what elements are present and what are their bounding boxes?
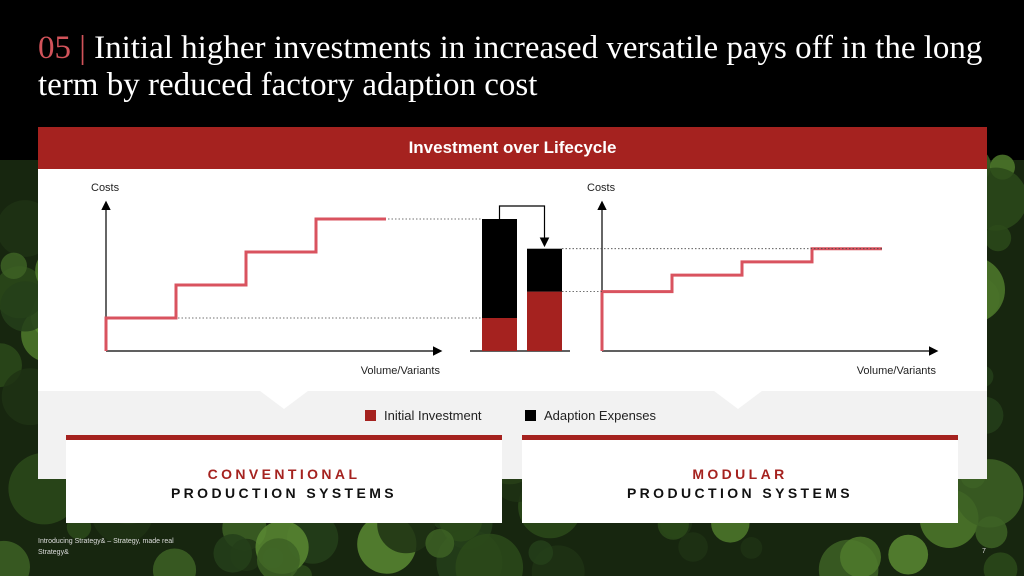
conventional-step-line — [104, 217, 386, 351]
panel-header: Investment over Lifecycle — [38, 127, 987, 169]
tree-canopy — [0, 281, 51, 332]
tree-canopy — [740, 537, 763, 559]
lifecycle-chart: Costs Volume/Variants Costs Volume/Variants — [91, 182, 939, 377]
footer: Introducing Strategy& – Strategy, made r… — [38, 536, 174, 558]
card-title: CONVENTIONAL — [207, 466, 361, 482]
conventional-card: CONVENTIONAL PRODUCTION SYSTEMS — [66, 435, 502, 523]
modular-card: MODULAR PRODUCTION SYSTEMS — [522, 435, 958, 523]
reduction-arrow — [498, 205, 550, 248]
tree-canopy — [983, 552, 1018, 576]
legend-item-initial-investment: Initial Investment — [365, 408, 482, 423]
tree-canopy — [678, 532, 708, 562]
bar-adaption-expenses — [527, 248, 562, 292]
y-axis-label: Costs — [91, 182, 120, 194]
tree-canopy — [152, 548, 197, 576]
tree-canopy — [425, 529, 455, 558]
slide-title-text: Initial higher investments in increased … — [38, 30, 983, 103]
tree-canopy — [256, 538, 300, 576]
tree-canopy — [0, 252, 27, 279]
lifecycle-panel: Investment over Lifecycle Costs Volume/Va… — [38, 127, 987, 479]
legend-swatch-red — [365, 410, 376, 421]
y-axis-label: Costs — [587, 182, 616, 194]
chart-area: Costs Volume/Variants Costs Volume/Variants — [38, 169, 987, 391]
tree-canopy — [455, 533, 524, 576]
slide-title: 05 | Initial higher investments in incre… — [38, 30, 998, 104]
footer-brand: Strategy& — [38, 549, 69, 556]
left-pointer — [260, 391, 308, 409]
tree-canopy — [984, 224, 1012, 252]
right-pointer — [714, 391, 762, 409]
legend-swatch-black — [525, 410, 536, 421]
card-subtitle: PRODUCTION SYSTEMS — [626, 485, 854, 501]
legend-item-adaption-expenses: Adaption Expenses — [525, 408, 656, 423]
slide-number: 05 — [38, 30, 71, 66]
legend-label: Adaption Expenses — [544, 408, 657, 423]
legend-label: Initial Investment — [384, 408, 482, 423]
x-axis-label: Volume/Variants — [361, 365, 441, 377]
tree-canopy — [213, 534, 253, 573]
tree-canopy — [840, 536, 881, 576]
tree-canopy — [0, 540, 30, 576]
modular-step-line — [600, 247, 882, 351]
card-subtitle: PRODUCTION SYSTEMS — [170, 485, 398, 501]
x-axis-label: Volume/Variants — [857, 365, 937, 377]
tree-canopy — [528, 540, 554, 565]
page-number: 7 — [982, 548, 986, 555]
tree-canopy — [975, 516, 1008, 549]
bar-adaption-expenses — [482, 219, 517, 318]
card-title: MODULAR — [692, 466, 788, 482]
bar-initial-investment — [482, 318, 517, 351]
pointer-triangles — [260, 391, 762, 409]
title-separator: | — [79, 30, 86, 66]
footer-line: Introducing Strategy& – Strategy, made r… — [38, 538, 174, 545]
bar-initial-investment — [527, 291, 562, 351]
tree-canopy — [888, 534, 929, 575]
